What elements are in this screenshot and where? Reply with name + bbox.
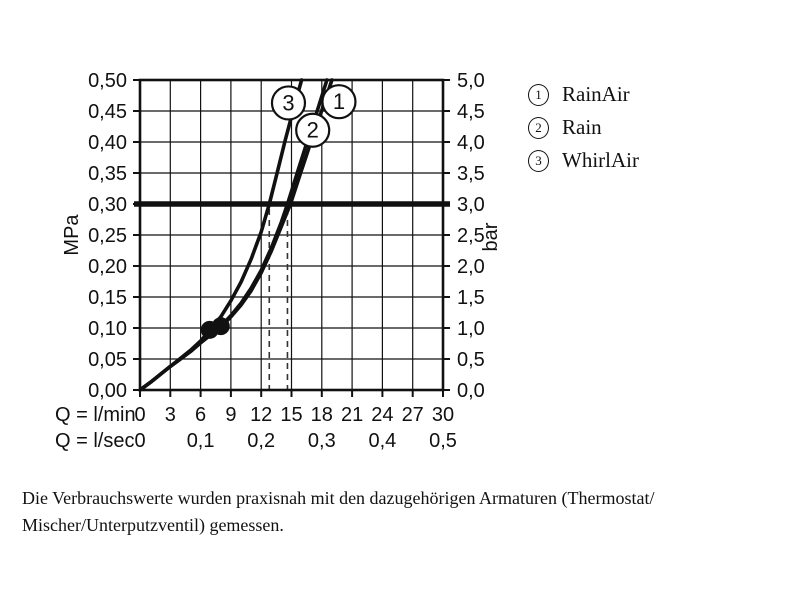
y-axis-bar-tick-label: 4,0 bbox=[457, 132, 485, 154]
legend-label-rainair: RainAir bbox=[562, 82, 630, 106]
y-axis-bar-tick-label: 2,0 bbox=[457, 256, 485, 278]
y-axis-bar-tick-label: 1,0 bbox=[457, 318, 485, 340]
x-axis-lsec-tick-label: 0,3 bbox=[308, 430, 336, 452]
x-axis-lsec-tick-label: 0,4 bbox=[368, 430, 396, 452]
x-axis-lmin-tick-label: 3 bbox=[165, 404, 176, 426]
curve-whirlair bbox=[138, 78, 304, 392]
y-axis-mpa-tick-label: 0,40 bbox=[88, 132, 127, 154]
y-axis-bar-title: bar bbox=[480, 222, 502, 251]
legend-circled-number-2-icon: 2 bbox=[528, 116, 549, 139]
x-axis-lmin-tick-label: 27 bbox=[402, 404, 424, 426]
x-axis-lmin-tick-label: 12 bbox=[250, 404, 272, 426]
curve-label-circle-3 bbox=[270, 85, 307, 121]
legend-item-rainair: 1 RainAir bbox=[528, 78, 639, 111]
y-axis-bar-tick-label: 5,0 bbox=[457, 70, 485, 92]
x-axis-lmin-tick-label: 0 bbox=[134, 404, 145, 426]
y-axis-bar-tick-label: 4,5 bbox=[457, 101, 485, 123]
legend: 1 RainAir 2 Rain 3 WhirlAir bbox=[528, 78, 639, 177]
x-axis-lsec-title: Q = l/sec bbox=[55, 430, 134, 452]
y-axis-bar-tick-label: 1,5 bbox=[457, 287, 485, 309]
y-axis-mpa-tick-label: 0,30 bbox=[88, 194, 127, 216]
legend-item-rain: 2 Rain bbox=[528, 111, 639, 144]
x-axis-lmin-tick-label: 18 bbox=[311, 404, 333, 426]
x-axis-lmin-title: Q = l/min bbox=[55, 404, 136, 426]
x-axis-lmin-tick-label: 9 bbox=[225, 404, 236, 426]
y-axis-mpa-tick-label: 0,15 bbox=[88, 287, 127, 309]
measurement-marker-dot bbox=[211, 317, 230, 336]
y-axis-mpa-title: MPa bbox=[61, 214, 83, 256]
x-axis-lmin-tick-label: 15 bbox=[280, 404, 302, 426]
y-axis-mpa-tick-label: 0,45 bbox=[88, 101, 127, 123]
legend-item-whirlair: 3 WhirlAir bbox=[528, 144, 639, 177]
y-axis-bar-tick-label: 3,0 bbox=[457, 194, 485, 216]
legend-circled-number-3-icon: 3 bbox=[528, 149, 549, 172]
curve-label-circle-2 bbox=[295, 112, 331, 148]
x-axis-lsec-tick-label: 0,5 bbox=[429, 430, 457, 452]
y-axis-mpa-tick-label: 0,50 bbox=[88, 70, 127, 92]
x-axis-lsec-tick-label: 0,2 bbox=[247, 430, 275, 452]
y-axis-mpa-tick-label: 0,05 bbox=[88, 349, 127, 371]
y-axis-bar-tick-label: 0,5 bbox=[457, 349, 485, 371]
curve-label-circle-1 bbox=[321, 84, 357, 120]
y-axis-bar-tick-label: 3,5 bbox=[457, 163, 485, 185]
y-axis-mpa-tick-label: 0,35 bbox=[88, 163, 127, 185]
y-axis-mpa-tick-label: 0,00 bbox=[88, 380, 127, 402]
caption: Die Verbrauchswerte wurden praxisnah mit… bbox=[22, 485, 784, 539]
x-axis-lmin-tick-label: 6 bbox=[195, 404, 206, 426]
y-axis-mpa-tick-label: 0,25 bbox=[88, 225, 127, 247]
caption-line-2: Mischer/Unterputzventil) gemessen. bbox=[22, 515, 284, 535]
curve-label-number-2: 2 bbox=[307, 118, 319, 143]
x-axis-lmin-tick-label: 21 bbox=[341, 404, 363, 426]
y-axis-bar-tick-label: 2,5 bbox=[457, 225, 485, 247]
legend-label-whirlair: WhirlAir bbox=[562, 148, 639, 172]
legend-label-rain: Rain bbox=[562, 115, 602, 139]
legend-circled-number-1-icon: 1 bbox=[528, 83, 549, 106]
curve-label-number-1: 1 bbox=[333, 89, 345, 114]
y-axis-mpa-tick-label: 0,20 bbox=[88, 256, 127, 278]
x-axis-lsec-tick-label: 0 bbox=[134, 430, 145, 452]
x-axis-lsec-tick-label: 0,1 bbox=[187, 430, 215, 452]
x-axis-lmin-tick-label: 30 bbox=[432, 404, 454, 426]
flow-pressure-chart: 0,000,050,100,150,200,250,300,350,400,45… bbox=[55, 70, 502, 452]
y-axis-bar-tick-label: 0,0 bbox=[457, 380, 485, 402]
curve-label-number-3: 3 bbox=[282, 90, 294, 115]
caption-line-1: Die Verbrauchswerte wurden praxisnah mit… bbox=[22, 488, 655, 508]
x-axis-lmin-tick-label: 24 bbox=[371, 404, 393, 426]
y-axis-mpa-tick-label: 0,10 bbox=[88, 318, 127, 340]
